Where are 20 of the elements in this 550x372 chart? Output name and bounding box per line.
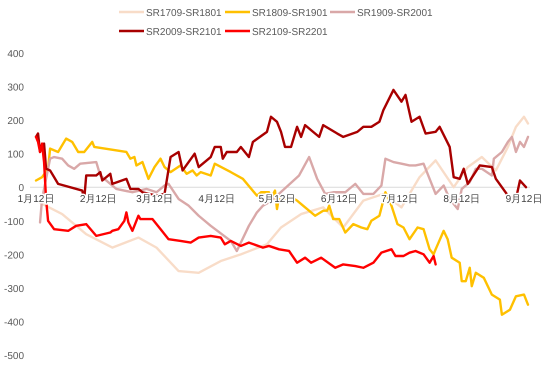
x-tick-label: 6月12日 <box>320 194 358 206</box>
x-tick-label: 3月12日 <box>136 194 173 206</box>
y-tick-label: 100 <box>7 150 24 161</box>
legend-label: SR1709-SR1801 <box>146 8 222 19</box>
y-tick-label: 400 <box>7 49 24 60</box>
y-tick-label: 200 <box>7 116 24 128</box>
y-tick-label: -200 <box>4 250 24 262</box>
x-tick-label: 8月12日 <box>443 194 480 206</box>
x-tick-label: 2月12日 <box>80 194 117 206</box>
legend-label: SR2109-SR2201 <box>252 27 328 38</box>
y-tick-label: -100 <box>4 216 24 228</box>
y-tick-label: 300 <box>7 82 24 94</box>
y-tick-label: -300 <box>4 284 24 295</box>
legend-label: SR2009-SR2101 <box>146 27 222 38</box>
y-tick-label: -400 <box>4 317 24 328</box>
y-tick-label: -500 <box>4 351 24 362</box>
x-tick-label: 4月12日 <box>198 194 236 206</box>
legend-label: SR1909-SR2001 <box>357 8 434 19</box>
legend-label: SR1809-SR1901 <box>252 8 328 19</box>
y-tick-label: 0 <box>18 183 24 194</box>
